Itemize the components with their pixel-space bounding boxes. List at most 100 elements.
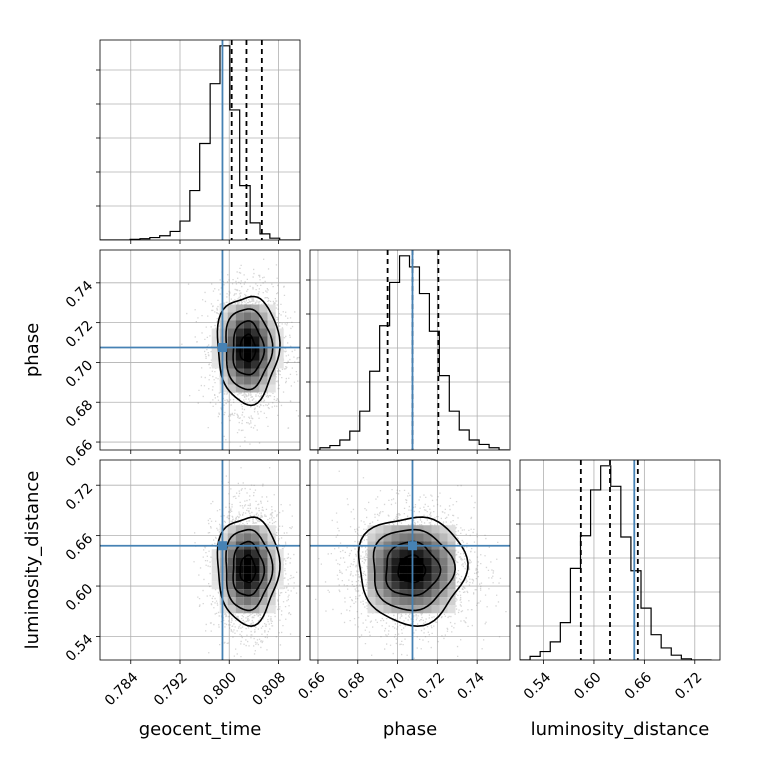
density-cell	[399, 557, 408, 566]
density-cell	[447, 597, 456, 606]
density-cell	[243, 384, 252, 393]
density-cell	[227, 557, 236, 566]
density-cell	[439, 565, 448, 574]
x-axis-label-phase: phase	[383, 719, 437, 740]
density-cell	[235, 376, 244, 385]
density-cell	[243, 328, 252, 337]
density-cell	[227, 573, 236, 582]
density-cell	[235, 312, 244, 321]
density-cell	[211, 352, 220, 361]
density-cell	[243, 344, 252, 353]
sample-points	[181, 258, 300, 447]
density-cell	[243, 565, 252, 574]
density-cell	[251, 589, 260, 598]
x-tick-label-luminosity_distance: 0.60	[571, 669, 604, 702]
density-cell	[447, 589, 456, 598]
histogram-step-luminosity_distance	[520, 465, 712, 660]
density-cell	[367, 573, 376, 582]
density-cell	[415, 589, 424, 598]
y-tick-label-phase: 0.72	[63, 318, 96, 351]
density-cell	[235, 352, 244, 361]
density-cell	[227, 589, 236, 598]
density-cell	[447, 565, 456, 574]
density-cell	[423, 549, 432, 558]
density-cell	[243, 360, 252, 369]
density-cell	[415, 581, 424, 590]
density-cell	[415, 565, 424, 574]
density-cell	[375, 589, 384, 598]
x-tick-label-phase: 0.74	[455, 669, 488, 702]
density-cell	[375, 525, 384, 534]
density-cell	[235, 573, 244, 582]
density-cell	[243, 549, 252, 558]
density-cell	[367, 549, 376, 558]
density-cell	[383, 605, 392, 614]
density-cell	[267, 565, 276, 574]
density-cell	[367, 597, 376, 606]
density-cell	[251, 533, 260, 542]
density-cell	[211, 336, 220, 345]
y-tick-label-phase: 0.68	[63, 397, 96, 430]
density-cell	[383, 597, 392, 606]
density-cell	[391, 581, 400, 590]
density-cell	[219, 557, 228, 566]
density-cell	[391, 549, 400, 558]
density-cell	[243, 312, 252, 321]
density-cell	[251, 360, 260, 369]
y-tick-label-phase: 0.70	[63, 357, 96, 390]
density-cell	[235, 360, 244, 369]
density-cell	[219, 533, 228, 542]
density-cell	[235, 384, 244, 393]
density-cell	[259, 384, 268, 393]
density-cell	[211, 549, 220, 558]
density-cell	[227, 328, 236, 337]
density-cell	[235, 597, 244, 606]
y-axis-label-luminosity_distance: luminosity_distance	[22, 471, 43, 650]
density-cell	[439, 573, 448, 582]
density-cell	[431, 565, 440, 574]
contour-2	[372, 528, 457, 612]
density-cell	[275, 328, 284, 337]
density-cell	[259, 320, 268, 329]
density-cell	[227, 525, 236, 534]
density-cell	[235, 328, 244, 337]
density-cell	[267, 328, 276, 337]
x-tick-label-luminosity_distance: 0.72	[672, 669, 705, 702]
hist-panel-luminosity_distance	[516, 459, 721, 664]
density-cell	[447, 605, 456, 614]
density-cell	[267, 525, 276, 534]
x-tick-label-luminosity_distance: 0.66	[622, 669, 655, 702]
x-tick-label-phase: 0.66	[295, 669, 328, 702]
density-cell	[439, 581, 448, 590]
density-cell	[415, 557, 424, 566]
density-cell	[267, 384, 276, 393]
contour-1	[232, 320, 266, 376]
density-cell	[399, 581, 408, 590]
y-tick-label-luminosity_distance: 0.66	[63, 531, 96, 564]
density-cell	[235, 549, 244, 558]
density-cell	[375, 581, 384, 590]
panel-frame	[99, 39, 301, 241]
density-cell	[235, 581, 244, 590]
panel-content	[310, 460, 507, 659]
density-cell	[211, 344, 220, 353]
density-cell	[267, 344, 276, 353]
density-cell	[391, 557, 400, 566]
density-cell	[259, 360, 268, 369]
density-cell	[235, 525, 244, 534]
density-cell	[423, 597, 432, 606]
density-cell	[423, 581, 432, 590]
density-cell	[259, 328, 268, 337]
density-cell	[227, 549, 236, 558]
density-cell	[431, 589, 440, 598]
density-cell	[391, 597, 400, 606]
density-cell	[267, 549, 276, 558]
contour-3	[357, 516, 469, 628]
density-cell	[383, 589, 392, 598]
truth-marker	[217, 541, 227, 551]
density-cell	[243, 597, 252, 606]
density-cell	[375, 549, 384, 558]
density-cell	[391, 533, 400, 542]
density-cell	[219, 549, 228, 558]
density-cell	[211, 328, 220, 337]
